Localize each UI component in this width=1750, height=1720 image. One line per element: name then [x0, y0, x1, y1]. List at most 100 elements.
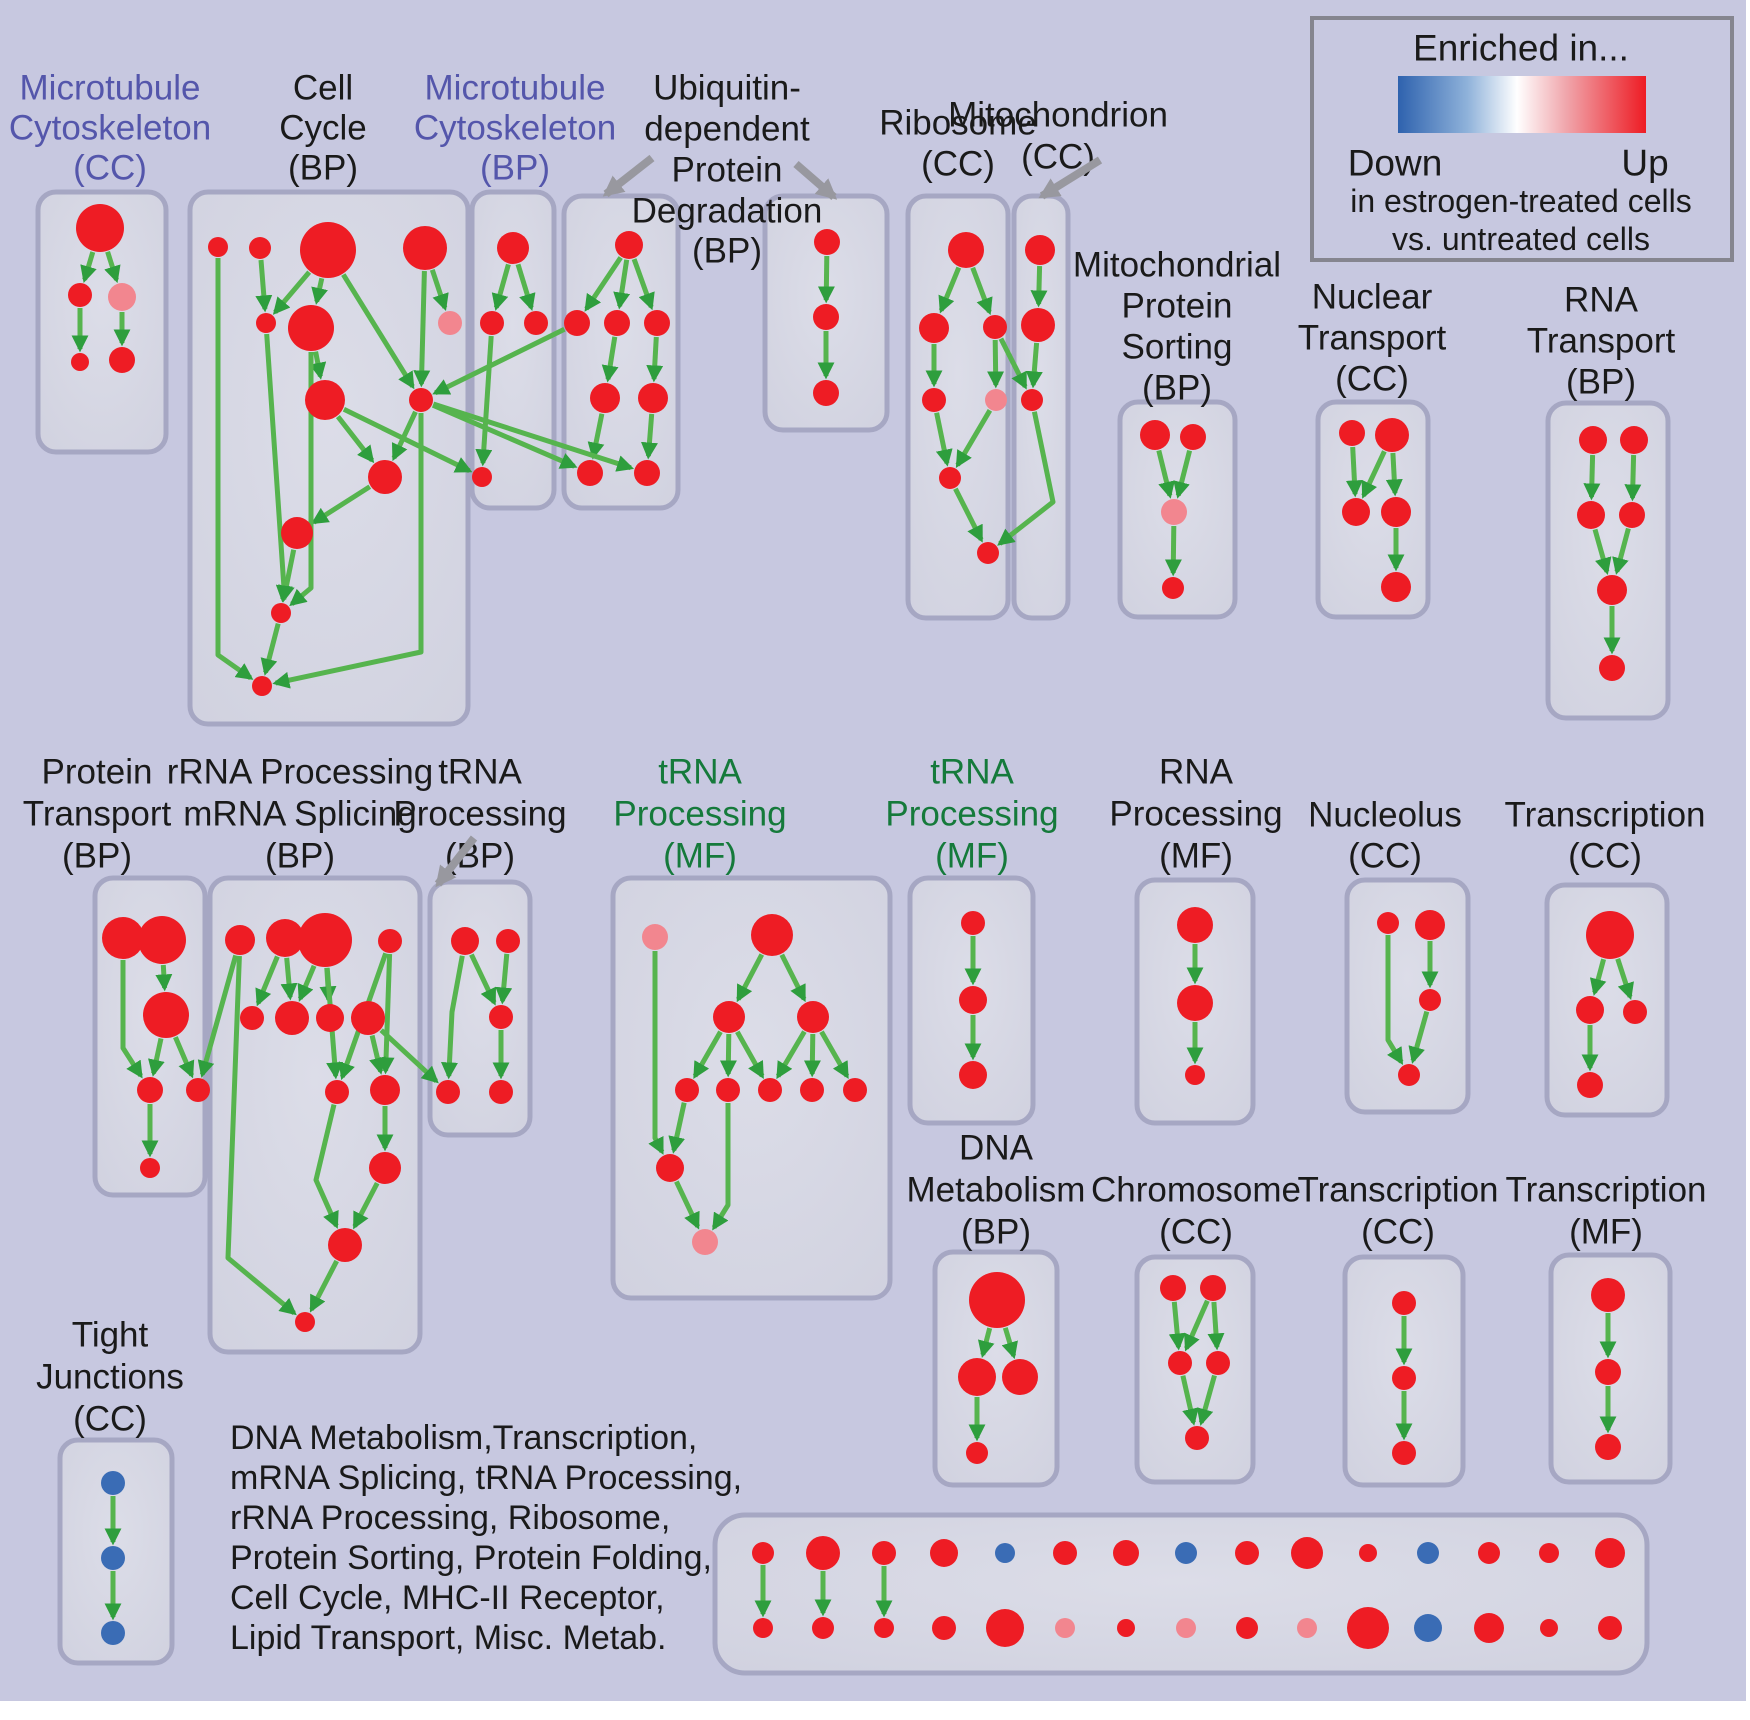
node-trna-processing-mf-1-0 — [642, 924, 668, 950]
node-trna-processing-mf-1-5 — [716, 1078, 740, 1102]
node-mitochondrion-2 — [1021, 389, 1043, 411]
node-trna-processing-mf-1-1 — [751, 914, 793, 956]
edge-trna-processing-mf-1-4 — [735, 1030, 765, 1079]
node-tight-junctions-1 — [101, 1546, 125, 1570]
node-cell-cycle-2 — [300, 222, 356, 278]
cluster-label-protein-transport-line-0: Protein — [42, 753, 153, 792]
edge-microtubule-bp-0 — [491, 263, 511, 311]
node-tight-junctions-2 — [101, 1621, 125, 1645]
edge-mitochondrion-1 — [1025, 342, 1043, 389]
cluster-label-nuclear-transport-line-2: (CC) — [1335, 360, 1409, 399]
node-protein-transport-0 — [102, 917, 144, 959]
node-transcription-mf-1 — [1595, 1359, 1621, 1385]
node-misc-col-11-top — [1417, 1542, 1439, 1564]
node-misc-col-0-bottom — [753, 1618, 773, 1638]
cluster-label-microtubule-cc-line-0: Microtubule — [20, 69, 201, 108]
node-trna-processing-mf-2-0 — [961, 911, 985, 935]
edge-ribosome-6 — [953, 487, 984, 543]
cluster-label-chromosome-line-0: Chromosome — [1091, 1171, 1301, 1210]
cluster-label-microtubule-cc-line-1: Cytoskeleton — [9, 109, 211, 148]
node-dna-metabolism-2 — [1002, 1359, 1038, 1395]
node-microtubule-cc-0 — [76, 204, 124, 252]
node-misc-col-5-top — [1053, 1541, 1077, 1565]
node-transcription-cc-b-2 — [1392, 1441, 1416, 1465]
edge-cell-cycle-9 — [391, 410, 418, 462]
cluster-label-protein-transport-line-1: Transport — [23, 795, 172, 834]
cluster-label-dna-metabolism-line-1: Metabolism — [907, 1171, 1086, 1210]
node-cell-cycle-11 — [271, 603, 291, 623]
node-nuclear-transport-1 — [1375, 418, 1409, 452]
edge-mito-protein-sorting-0 — [1156, 449, 1175, 499]
cluster-label-nucleolus-line-0: Nucleolus — [1308, 796, 1462, 835]
edge-microtubule-cc-1 — [104, 251, 121, 284]
edge-cell-cycle-2 — [272, 270, 312, 315]
cluster-label-trna-processing-mf-2-line-0: tRNA — [930, 753, 1014, 792]
cluster-box-nuclear-transport — [1315, 399, 1431, 620]
node-rrna-processing-mrna-splicing-2 — [298, 913, 352, 967]
edge-ubiquitin-degradation-5 — [587, 413, 605, 460]
cluster-label-trna-processing-bp-line-0: tRNA — [438, 753, 522, 792]
node-rna-transport-1 — [1620, 426, 1648, 454]
node-cell-cycle-10 — [281, 517, 313, 549]
node-ubiquitin-degradation-3 — [644, 310, 670, 336]
cluster-box-microtubule-cc — [35, 189, 169, 455]
edge-ubiquitin-degradation-6 — [640, 413, 658, 460]
cluster-label-transcription-cc-b-line-1: (CC) — [1361, 1213, 1435, 1252]
node-microtubule-cc-4 — [109, 347, 135, 373]
node-chromosome-3 — [1206, 1351, 1230, 1375]
node-misc-col-11-bottom — [1414, 1614, 1442, 1642]
edge-mito-protein-sorting-1 — [1173, 449, 1193, 499]
node-microtubule-cc-3 — [71, 353, 89, 371]
edge-ubiquitin-degradation-2-0 — [817, 255, 835, 304]
edge-cell-cycle-6 — [413, 270, 431, 388]
edge-rrna-processing-mrna-splicing-3 — [297, 964, 317, 1002]
node-trna-processing-bp-3 — [436, 1080, 460, 1104]
edge-trna-processing-mf-1-8 — [648, 951, 665, 1155]
node-ribosome-0 — [948, 232, 984, 268]
edge-cell-cycle-5 — [429, 269, 449, 312]
edge-rrna-processing-mrna-splicing-10 — [352, 1181, 380, 1230]
cluster-label-trna-processing-mf-2-line-2: (MF) — [935, 837, 1009, 876]
node-trna-processing-mf-2-1 — [959, 986, 987, 1014]
cluster-label-cell-cycle-line-1: Cycle — [279, 109, 367, 148]
edge-rna-transport-2 — [1592, 528, 1612, 575]
node-trna-processing-mf-1-2 — [713, 1001, 745, 1033]
cross-edge-4 — [998, 337, 1028, 390]
node-ribosome-2 — [983, 315, 1007, 339]
node-misc-col-13-top — [1539, 1543, 1559, 1563]
node-cell-cycle-5 — [288, 305, 334, 351]
node-nucleolus-1 — [1415, 910, 1445, 940]
cluster-label-rna-transport-line-1: Transport — [1527, 322, 1676, 361]
node-transcription-cc-a-2 — [1623, 1000, 1647, 1024]
edge-cell-cycle-7 — [309, 351, 327, 380]
node-rrna-processing-mrna-splicing-6 — [316, 1004, 344, 1032]
cluster-label-microtubule-bp-line-0: Microtubule — [425, 69, 606, 108]
edge-trna-processing-mf-1-1 — [779, 953, 807, 1003]
edge-rna-transport-0 — [1583, 454, 1601, 501]
node-cell-cycle-3 — [403, 226, 447, 270]
cluster-label-transcription-cc-a-line-0: Transcription — [1505, 796, 1706, 835]
gray-callout-arrow-2 — [1038, 156, 1103, 200]
edge-rrna-processing-mrna-splicing-8 — [369, 1034, 386, 1075]
edge-rrna-processing-mrna-splicing-1 — [255, 955, 280, 1007]
edge-ubiquitin-degradation-3 — [601, 336, 619, 383]
edge-cell-cycle-14 — [289, 352, 314, 607]
node-cell-cycle-1 — [249, 237, 271, 259]
node-misc-col-3-bottom — [932, 1616, 956, 1640]
gray-callout-arrow-3 — [434, 835, 478, 888]
cluster-box-transcription-cc-a — [1544, 882, 1670, 1118]
cluster-label-dna-metabolism-line-0: DNA — [959, 1129, 1034, 1168]
node-trna-processing-mf-2-2 — [959, 1061, 987, 1089]
cluster-label-mito-protein-sorting-line-1: Protein — [1122, 287, 1233, 326]
edge-ribosome-4 — [934, 412, 953, 467]
node-trna-processing-mf-1-9 — [656, 1154, 684, 1182]
edge-ribosome-5 — [955, 409, 993, 469]
edge-protein-transport-2 — [148, 1037, 165, 1077]
cluster-label-trna-processing-mf-2-line-1: Processing — [885, 795, 1058, 834]
node-misc-col-9-top — [1291, 1537, 1323, 1569]
node-protein-transport-2 — [143, 992, 189, 1038]
node-ubiquitin-degradation-2-2 — [813, 380, 839, 406]
